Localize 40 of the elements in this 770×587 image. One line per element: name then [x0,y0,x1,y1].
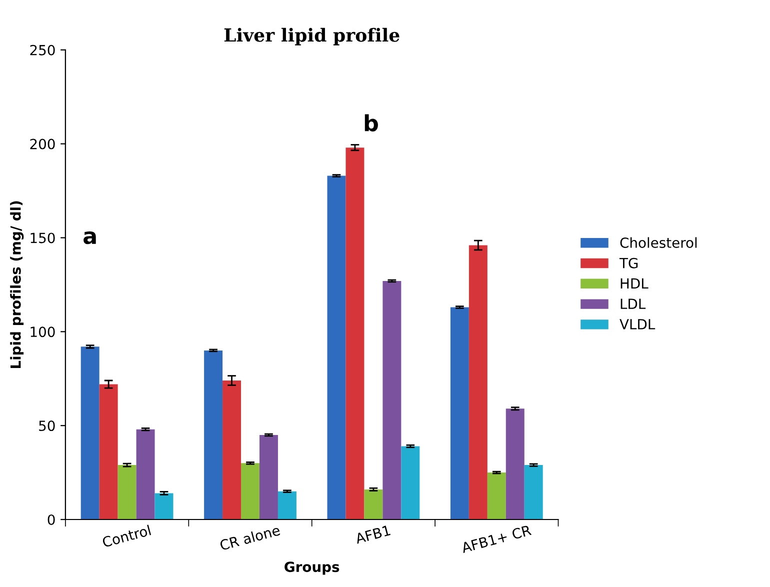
y-tick-label: 200 [30,138,55,150]
bar [327,176,346,520]
y-tick-label: 0 [48,514,55,525]
annotation: b [364,114,378,132]
bar [506,408,524,520]
y-tick-label: 250 [30,44,55,56]
bar [346,148,364,520]
y-tick-label: 150 [30,232,55,244]
bar [364,489,383,520]
bar [259,434,278,520]
bar [524,465,543,520]
bar [204,350,223,520]
x-tick-label: AFB1 [354,525,391,544]
legend-label: LDL [620,298,646,309]
bar [222,380,242,520]
bar [382,280,402,520]
y-tick-label: 50 [39,420,55,432]
bar [450,307,469,520]
bar [118,465,136,520]
bar [468,245,488,520]
legend-label: Cholesterol [620,237,697,248]
x-tick-label: AFB1+ CR [460,524,532,554]
bar [154,493,174,520]
y-axis-title: Lipid profiles (mg/ dl) [10,201,24,368]
bar [278,491,296,520]
legend-label: VLDL [620,319,656,330]
bar [80,346,100,520]
bar [99,384,118,520]
bar [401,446,420,520]
bar [487,472,506,520]
legend-label: TG [619,258,638,268]
legend-label: HDL [620,278,648,289]
x-axis-title: Groups [284,562,340,575]
annotation: a [84,231,96,244]
x-tick-label: CR alone [219,524,281,551]
bar [241,463,260,520]
chart-title: Liver lipid profile [224,28,400,46]
bar [136,429,155,520]
y-tick-label: 100 [30,326,55,338]
x-tick-label: Control [102,524,152,548]
